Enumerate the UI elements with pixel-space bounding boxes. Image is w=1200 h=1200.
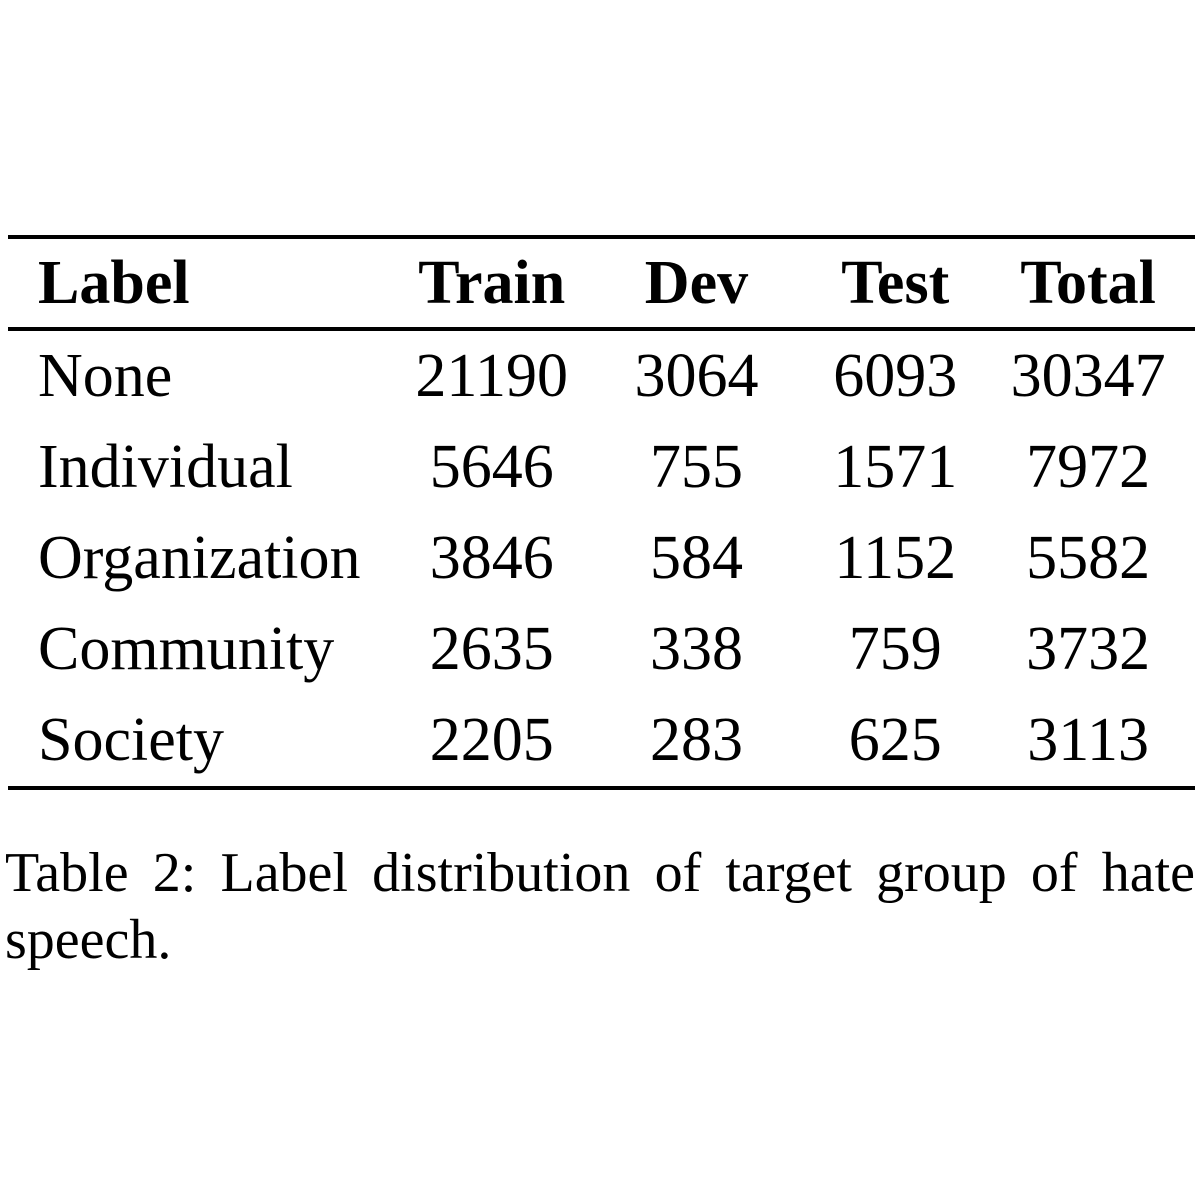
cell-test: 1152 [834,524,957,592]
column-header-total: Total [981,237,1195,331]
cell-total: 3732 [1026,615,1151,683]
row-label: Organization [38,524,361,592]
cell-dev: 3064 [634,342,759,410]
cell-train: 3846 [429,524,554,592]
cell-test: 6093 [833,342,958,410]
cell-train: 2635 [429,615,554,683]
caption-line-2: speech. [5,909,172,971]
cell-train: 5646 [429,433,554,501]
caption-line-1: Table 2: Label distribution of target gr… [5,842,1195,904]
cell-total: 30347 [1010,342,1166,410]
cell-dev: 755 [649,433,743,501]
table-row-organization: Organization 3846 584 1152 5582 [8,513,1195,604]
table-header-row: Label Train Dev Test Total [8,237,1195,331]
cell-test: 625 [848,706,942,774]
table-row-none: None 21190 3064 6093 30347 [8,329,1195,422]
table-2-container: Label Train Dev Test Total None 21190 30… [8,235,1195,790]
cell-dev: 283 [649,706,743,774]
table-row-community: Community 2635 338 759 3732 [8,604,1195,695]
cell-total: 7972 [1026,433,1151,501]
column-header-test: Test [809,237,982,331]
cell-train: 21190 [415,342,569,410]
column-header-train: Train [399,237,584,331]
cell-total: 3113 [1027,706,1149,774]
column-header-dev: Dev [583,237,810,331]
cell-dev: 338 [649,615,743,683]
row-label: Individual [38,433,293,501]
row-label: None [38,342,173,410]
column-header-label: Label [8,237,400,331]
table-caption: Table 2: Label distribution of target gr… [5,840,1195,974]
cell-test: 1571 [833,433,958,501]
row-label: Society [38,706,224,774]
cell-total: 5582 [1026,524,1151,592]
cell-train: 2205 [429,706,554,774]
cell-dev: 584 [649,524,743,592]
table-row-individual: Individual 5646 755 1571 7972 [8,422,1195,513]
row-label: Community [38,615,335,683]
label-distribution-table: Label Train Dev Test Total None 21190 30… [8,235,1195,790]
table-row-society: Society 2205 283 625 3113 [8,695,1195,788]
cell-test: 759 [848,615,942,683]
